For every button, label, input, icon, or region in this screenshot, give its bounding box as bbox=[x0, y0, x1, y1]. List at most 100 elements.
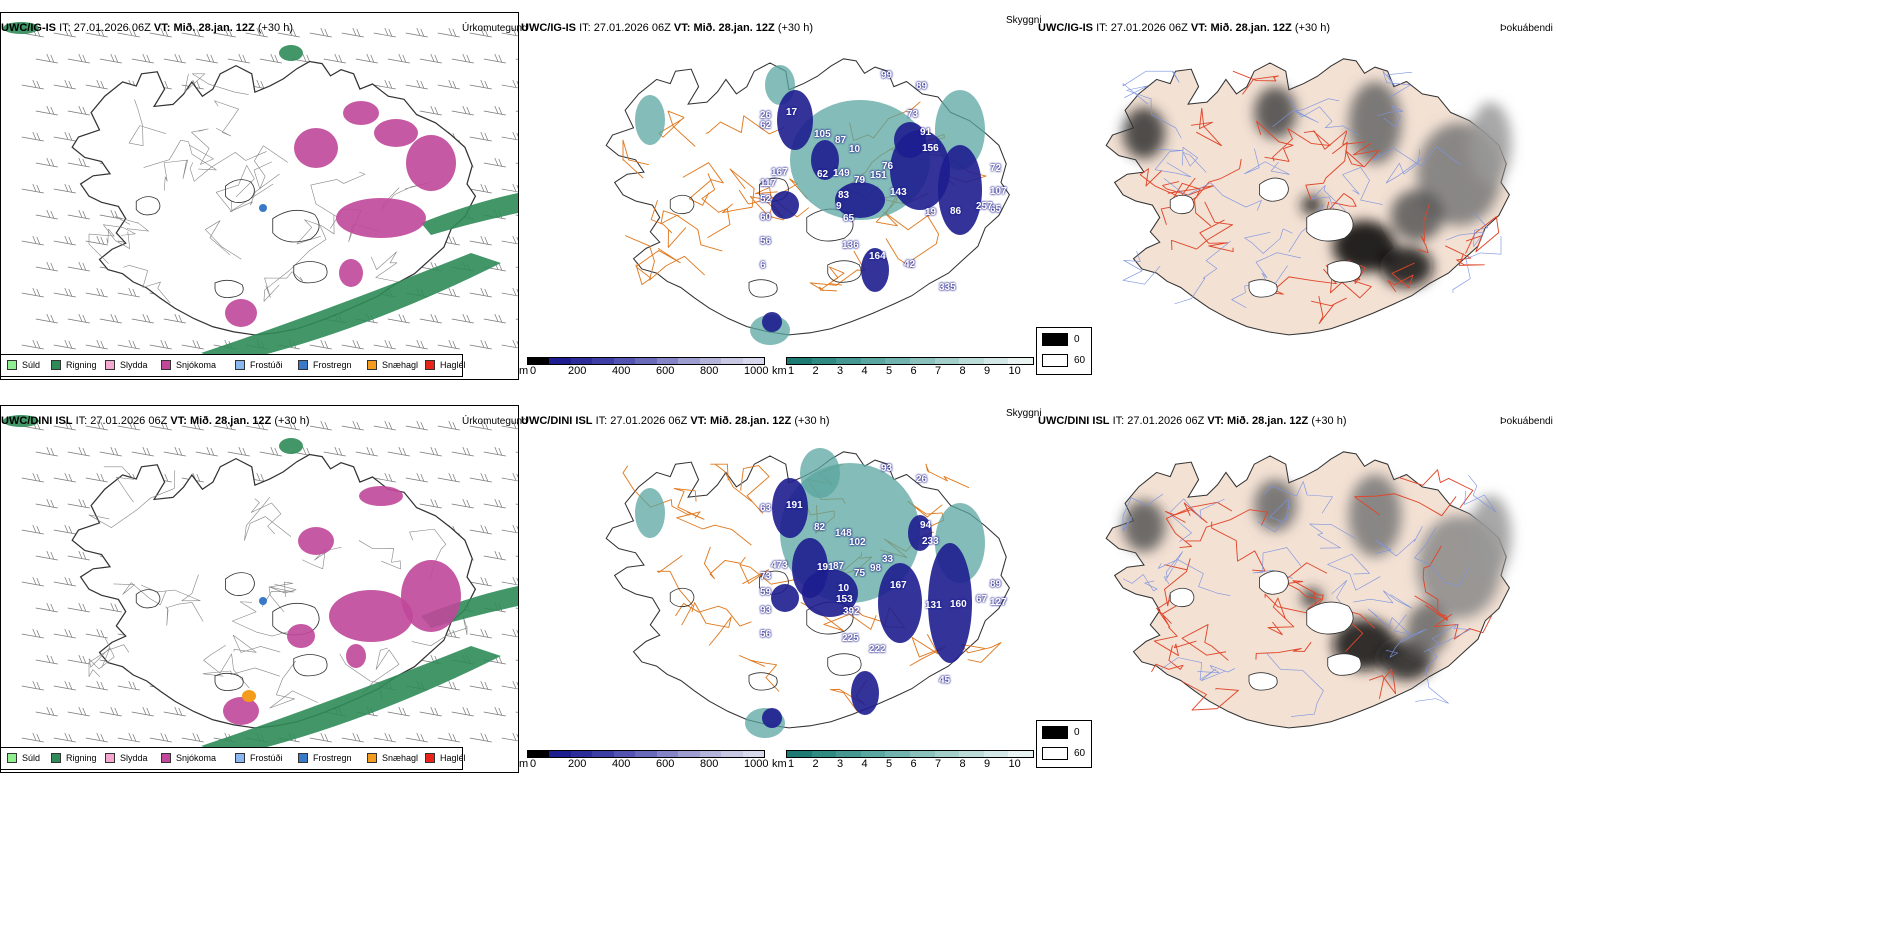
it-label: IT: bbox=[1112, 415, 1125, 427]
cloud-base-value: 87 bbox=[833, 561, 845, 572]
vt-label: VT: bbox=[673, 22, 691, 34]
cloud-base-value: 17 bbox=[786, 107, 798, 118]
legend-item-rigning: Rigning bbox=[51, 360, 97, 370]
cloud-base-colorbar bbox=[527, 750, 765, 758]
cloud-base-value: 107 bbox=[990, 186, 1007, 197]
rain-patch bbox=[279, 438, 303, 454]
low-cloud-area bbox=[861, 248, 889, 292]
precip-legend: Súld Rigning Slydda Snjókoma Frostúði Frostre… bbox=[0, 354, 466, 377]
snow-area bbox=[298, 527, 334, 555]
legend-swatch bbox=[7, 753, 17, 763]
precip-type-panel bbox=[0, 405, 519, 773]
cloud-base-value: 153 bbox=[836, 594, 853, 605]
cloud-base-value: 87 bbox=[835, 135, 847, 146]
low-cloud-area bbox=[835, 182, 885, 218]
legend-label: Rigning bbox=[66, 753, 97, 763]
lead-time: (+30 h) bbox=[274, 415, 310, 427]
cloud-base-value: 42 bbox=[904, 259, 916, 270]
panel-header: UWC/IG-IS IT: 27.01.2026 06Z VT: Mið. 28… bbox=[1038, 22, 1330, 35]
snow-area bbox=[336, 198, 426, 238]
legend-item-rigning: Rigning bbox=[51, 753, 97, 763]
cloud-base-value: 72 bbox=[990, 163, 1002, 174]
low-visibility-area bbox=[800, 448, 840, 498]
cloud-base-tick: 600 bbox=[656, 758, 675, 770]
snow-area bbox=[401, 560, 461, 632]
legend-label: Haglél bbox=[440, 753, 466, 763]
snow-area bbox=[346, 644, 366, 668]
fog-low-label: 0 bbox=[1074, 727, 1080, 738]
cloud-base-value: 473 bbox=[771, 560, 788, 571]
vt-value: Mið. 28.jan. 12Z bbox=[173, 22, 255, 34]
cloud-base-value: 82 bbox=[814, 522, 826, 533]
panel-header: UWC/IG-IS IT: 27.01.2026 06Z VT: Mið. 28… bbox=[1, 22, 293, 35]
cloud-base-unit: m bbox=[519, 758, 529, 770]
cloud-base-value: 62 bbox=[760, 120, 772, 131]
rain-band bbox=[421, 193, 518, 235]
legend-swatch bbox=[298, 753, 308, 763]
panel-header: UWC/DINI ISL IT: 27.01.2026 06Z VT: Mið.… bbox=[521, 415, 830, 428]
visibility-tick: 9 bbox=[984, 758, 991, 770]
vt-value: Mið. 28.jan. 12Z bbox=[1210, 22, 1292, 34]
visibility-tick: 3 bbox=[837, 365, 844, 377]
legend-item-snæhagl: Snæhagl bbox=[367, 753, 418, 763]
cloud-base-ticks: 0 200 400 600 800 1000 bbox=[530, 758, 770, 772]
visibility-tick: 5 bbox=[886, 365, 893, 377]
precip-map bbox=[3, 415, 518, 756]
panel-header: UWC/IG-IS IT: 27.01.2026 06Z VT: Mið. 28… bbox=[521, 22, 813, 35]
it-value: 27.01.2026 06Z bbox=[1110, 22, 1188, 34]
it-label: IT: bbox=[75, 415, 88, 427]
cloud-base-value: 75 bbox=[854, 568, 866, 579]
cloud-base-value: 149 bbox=[833, 168, 850, 179]
cloud-base-value: 65 bbox=[843, 213, 855, 224]
fog-legend-high: 60 bbox=[1042, 747, 1085, 760]
legend-label: Snæhagl bbox=[382, 753, 419, 763]
legend-swatch bbox=[7, 360, 17, 370]
fog-swatch-low bbox=[1042, 726, 1068, 739]
vt-label: VT: bbox=[1207, 415, 1224, 427]
rain-patch bbox=[3, 22, 39, 34]
cloud-base-value: 148 bbox=[835, 528, 852, 539]
precip-map bbox=[3, 22, 518, 363]
legend-label: Snjókoma bbox=[176, 753, 217, 763]
rain-patch bbox=[279, 45, 303, 61]
cloud-base-value: 83 bbox=[838, 190, 850, 201]
cloud-base-value: 59 bbox=[760, 587, 772, 598]
vt-value: Mið. 28.jan. 12Z bbox=[709, 415, 792, 427]
legend-swatch bbox=[425, 360, 435, 370]
fog-title: Þokuábendi bbox=[1500, 416, 1553, 427]
snow-area bbox=[343, 101, 379, 125]
fog-title: Þokuábendi bbox=[1500, 23, 1553, 34]
cloud-base-value: 6 bbox=[760, 260, 766, 271]
legend-label: Súld bbox=[22, 360, 41, 370]
low-visibility-area bbox=[935, 90, 985, 170]
legend-item-frostúði: Frostúði bbox=[235, 360, 283, 370]
snow-area bbox=[287, 624, 315, 648]
legend-label: Snæhagl bbox=[382, 360, 419, 370]
legend-swatch bbox=[367, 753, 377, 763]
visibility-title: Skyggni bbox=[1006, 15, 1042, 26]
cloud-base-value: 26 bbox=[760, 110, 772, 121]
cloud-base-value: 9 bbox=[836, 201, 842, 212]
cloud-base-value: 62 bbox=[817, 169, 829, 180]
it-label: IT: bbox=[579, 22, 591, 34]
cloud-base-value: 63 bbox=[760, 503, 772, 514]
legend-label: Frostregn bbox=[313, 360, 352, 370]
fog-legend: 0 60 bbox=[1036, 327, 1092, 375]
cloud-base-value: 94 bbox=[920, 520, 932, 531]
fog-high-label: 60 bbox=[1074, 355, 1086, 366]
cloud-base-value: 93 bbox=[760, 605, 772, 616]
visibility-tick: 4 bbox=[861, 758, 868, 770]
snow-area bbox=[374, 119, 418, 147]
model-name: UWC/DINI ISL bbox=[521, 415, 593, 427]
visibility-tick: 7 bbox=[935, 758, 942, 770]
fog-legend-low: 0 bbox=[1042, 333, 1080, 346]
visibility-tick: 8 bbox=[959, 365, 966, 377]
it-label: IT: bbox=[59, 22, 71, 34]
rain-band bbox=[201, 253, 501, 363]
lead-time: (+30 h) bbox=[1294, 22, 1330, 34]
low-cloud-area bbox=[762, 708, 782, 728]
cloud-base-tick: 1000 bbox=[744, 365, 769, 377]
legend-item-súld: Súld bbox=[7, 753, 40, 763]
cloud-base-value: 10 bbox=[849, 144, 861, 155]
fog-panel bbox=[1060, 423, 1560, 743]
